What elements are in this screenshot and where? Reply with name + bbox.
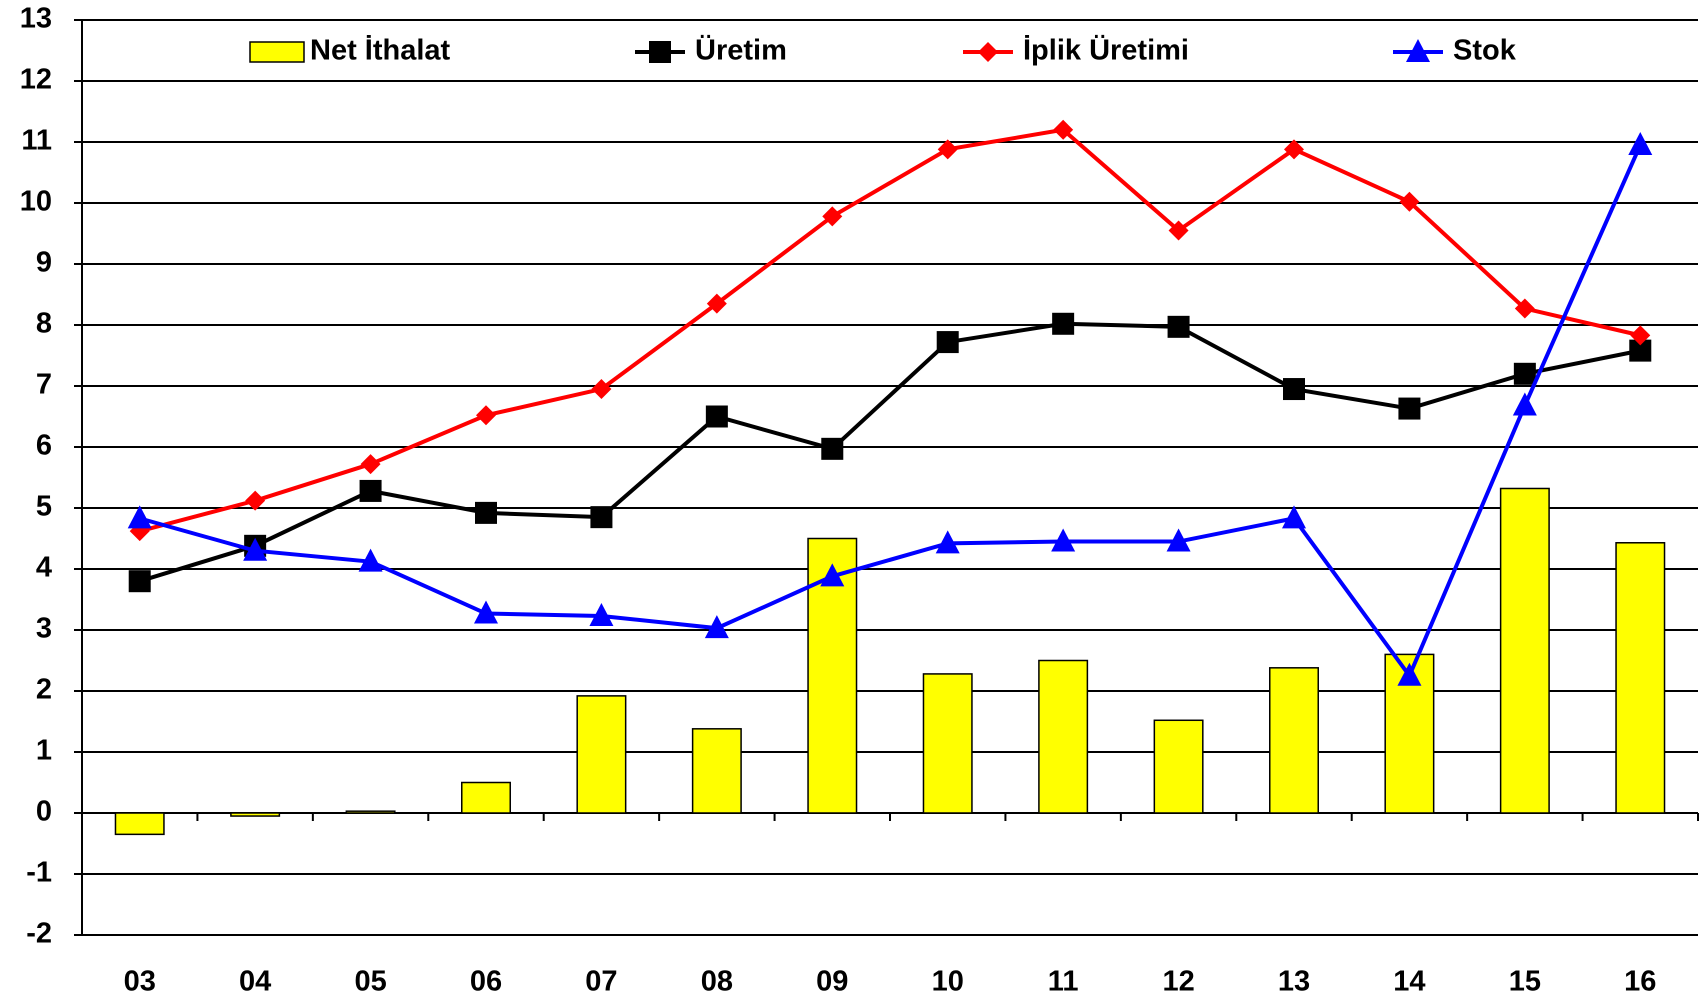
marker <box>1284 139 1304 160</box>
marker <box>706 293 727 314</box>
marker <box>821 437 844 460</box>
marker <box>591 379 612 400</box>
x-tick-label: 09 <box>816 966 848 997</box>
marker <box>1514 298 1535 319</box>
marker <box>1512 392 1537 416</box>
marker <box>127 505 152 529</box>
y-tick-label: 11 <box>21 125 52 157</box>
x-tick-label: 11 <box>1048 966 1079 997</box>
x-tick-label: 05 <box>354 966 386 997</box>
y-tick-label: 5 <box>36 491 52 523</box>
x-tick-label: 10 <box>932 966 964 997</box>
marker <box>1282 505 1306 529</box>
y-tick-label: 8 <box>36 308 52 340</box>
bar <box>230 812 281 817</box>
x-tick-label: 07 <box>585 966 617 997</box>
marker <box>1053 119 1074 140</box>
marker <box>245 490 266 511</box>
bar <box>1038 659 1089 814</box>
marker <box>649 41 671 63</box>
marker <box>935 530 960 554</box>
marker <box>1406 39 1430 62</box>
bar <box>1615 542 1666 814</box>
marker <box>1399 191 1420 212</box>
bar <box>576 695 627 814</box>
line <box>139 144 1643 680</box>
marker <box>128 570 151 593</box>
y-tick-label: -2 <box>26 918 52 950</box>
y-tick-label: 2 <box>36 674 52 706</box>
marker <box>978 42 998 62</box>
marker <box>1630 325 1651 346</box>
x-tick-label: 12 <box>1162 966 1194 997</box>
marker <box>358 548 383 572</box>
legend-swatch <box>249 41 305 63</box>
bar <box>345 810 396 814</box>
x-tick-label: 08 <box>701 966 733 997</box>
y-tick-label: 7 <box>36 369 52 401</box>
legend-label: İplik Üretimi <box>1023 34 1189 67</box>
line <box>139 127 1641 534</box>
marker <box>1167 315 1190 338</box>
marker <box>1513 362 1536 385</box>
bar <box>922 673 973 814</box>
marker <box>705 405 728 428</box>
marker <box>1397 662 1422 686</box>
y-tick-label: 3 <box>36 613 52 645</box>
marker <box>1051 528 1076 552</box>
marker <box>1283 378 1305 401</box>
marker <box>1629 339 1652 362</box>
y-tick-label: 13 <box>20 3 52 35</box>
marker <box>1166 528 1191 552</box>
marker <box>243 537 268 561</box>
x-tick-label: 14 <box>1393 966 1425 997</box>
marker <box>1628 132 1653 156</box>
legend-label: Net İthalat <box>310 35 451 67</box>
x-tick-label: 13 <box>1278 966 1310 997</box>
bar <box>1269 667 1319 814</box>
bar <box>114 812 165 836</box>
bar <box>691 728 742 814</box>
marker <box>822 206 843 227</box>
marker <box>704 615 729 639</box>
x-tick-label: 04 <box>239 966 271 997</box>
y-tick-label: 0 <box>36 796 52 828</box>
x-tick-label: 03 <box>124 966 156 997</box>
bar <box>1499 487 1550 814</box>
line <box>139 321 1641 584</box>
y-tick-label: 12 <box>20 64 52 96</box>
y-tick-label: 9 <box>36 247 52 279</box>
marker <box>476 405 496 426</box>
y-tick-label: -1 <box>26 857 52 889</box>
marker <box>589 602 614 626</box>
y-tick-label: 1 <box>36 735 52 767</box>
marker <box>474 600 498 624</box>
marker <box>937 139 958 160</box>
legend-label: Stok <box>1453 35 1517 67</box>
legend-label: Üretim <box>695 34 787 67</box>
y-tick-label: 4 <box>36 552 52 584</box>
marker <box>936 331 959 354</box>
marker <box>1168 220 1189 241</box>
x-tick-label: 06 <box>470 966 502 997</box>
marker <box>1398 397 1421 420</box>
marker <box>359 479 382 502</box>
y-tick-label: 10 <box>20 186 52 218</box>
marker <box>360 454 381 475</box>
bar <box>1153 719 1204 814</box>
marker <box>590 506 613 529</box>
y-tick-label: 6 <box>36 430 52 462</box>
bar <box>461 781 511 814</box>
marker <box>475 501 497 524</box>
x-tick-label: 16 <box>1624 966 1656 997</box>
marker <box>1052 312 1075 335</box>
x-tick-label: 15 <box>1509 966 1541 997</box>
marker <box>820 563 845 587</box>
